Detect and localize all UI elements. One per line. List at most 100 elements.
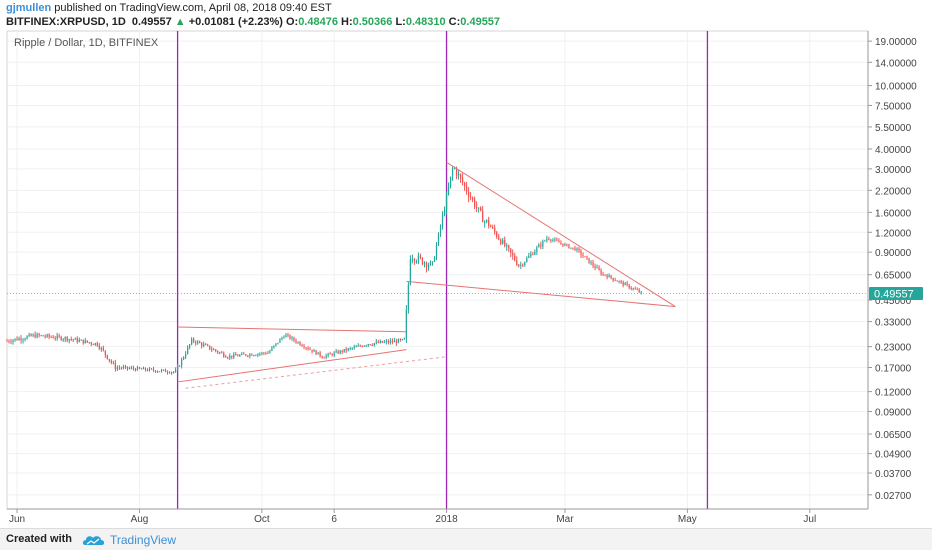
candle-body xyxy=(203,344,205,346)
candle-body xyxy=(463,182,466,186)
publish-info: published on TradingView.com, April 08, … xyxy=(54,2,332,14)
candle-body xyxy=(506,245,508,247)
candle-body xyxy=(383,341,385,343)
candle-body xyxy=(219,352,221,354)
candle-body xyxy=(427,265,430,267)
last-price-tag-bg xyxy=(869,286,923,300)
candle-body xyxy=(333,352,335,356)
candle-body xyxy=(225,356,227,358)
candle-body xyxy=(496,232,498,237)
candle-body xyxy=(30,334,32,337)
candle-body xyxy=(22,339,24,341)
y-tick-label: 0.45000 xyxy=(875,296,912,307)
candle-body xyxy=(166,372,169,374)
candle-body xyxy=(459,174,462,178)
candle-body xyxy=(146,369,149,371)
trendline xyxy=(406,280,676,308)
candle-body xyxy=(18,338,20,341)
candle-body xyxy=(413,259,416,262)
y-tick-label: 10.00000 xyxy=(875,82,917,93)
candle-body xyxy=(88,342,90,344)
candle-body xyxy=(467,191,470,197)
candle-body xyxy=(437,233,440,246)
candle-body xyxy=(231,355,233,358)
candle-body xyxy=(403,338,406,340)
candle-body xyxy=(371,344,373,346)
trendlines xyxy=(177,161,676,389)
last-price-tag: 0.49557 xyxy=(869,286,923,300)
candle-body xyxy=(78,340,80,342)
candle-body xyxy=(628,284,630,289)
candle-body xyxy=(584,256,586,258)
candle-body xyxy=(247,355,249,357)
plot-area[interactable] xyxy=(6,30,869,510)
candle-body xyxy=(46,334,48,337)
candle-body xyxy=(243,353,245,355)
candle-body xyxy=(182,357,185,360)
candle-body xyxy=(429,261,432,266)
author-link[interactable]: gjmullen xyxy=(6,2,52,14)
candle-body xyxy=(510,248,512,253)
candle-body xyxy=(616,280,618,282)
y-tick-label: 19.00000 xyxy=(875,37,917,48)
candle-body xyxy=(106,354,108,359)
candle-body xyxy=(337,351,339,354)
candle-body xyxy=(415,261,418,263)
candle-body xyxy=(379,341,381,343)
candle-body xyxy=(381,341,383,343)
candle-body xyxy=(622,281,624,286)
y-tick-label: 2.20000 xyxy=(875,186,912,197)
candle-body xyxy=(580,250,582,256)
low-label: L: xyxy=(395,16,406,28)
candle-body xyxy=(534,251,536,255)
candle-body xyxy=(130,367,133,369)
footer-bar: Created with TradingView xyxy=(0,528,932,550)
candle-body xyxy=(257,353,259,356)
candle-body xyxy=(542,240,544,247)
candle-body xyxy=(58,335,60,337)
candle-body xyxy=(484,221,486,223)
candle-body xyxy=(251,354,253,356)
candle-body xyxy=(319,352,321,357)
candle-body xyxy=(423,262,426,265)
last-price-tag-text: 0.49557 xyxy=(874,288,914,300)
candle-body xyxy=(387,341,389,343)
candle-body xyxy=(299,342,301,345)
candle-body xyxy=(285,334,287,338)
candle-body xyxy=(26,336,28,339)
candle-body xyxy=(150,368,153,370)
candle-body xyxy=(92,344,94,346)
up-triangle-icon: ▲ xyxy=(174,16,186,28)
candle-body xyxy=(6,340,8,342)
candle-body xyxy=(323,357,325,359)
candle-body xyxy=(289,335,291,339)
candle-body xyxy=(480,207,482,211)
candle-body xyxy=(44,336,46,338)
time-axis: Jun Aug Oct 6 2018 Mar May Jul xyxy=(9,509,816,525)
candle-body xyxy=(176,365,179,371)
candle-body xyxy=(447,186,450,195)
chart-title: Ripple / Dollar, 1D, BITFINEX xyxy=(14,37,159,49)
candle-body xyxy=(401,339,403,341)
candle-body xyxy=(76,338,78,342)
candle-body xyxy=(144,367,147,370)
candle-body xyxy=(315,350,317,355)
candle-body xyxy=(377,341,379,343)
candle-body xyxy=(207,344,209,346)
candle-body xyxy=(604,274,606,276)
candle-body xyxy=(395,340,397,344)
candle-body xyxy=(566,244,568,246)
candle-body xyxy=(578,248,580,251)
candle-body xyxy=(201,343,203,346)
candle-body xyxy=(191,338,193,345)
candle-body xyxy=(554,239,556,241)
price-chart[interactable]: Ripple / Dollar, 1D, BITFINEX 19.00000 14… xyxy=(0,0,932,528)
candle-body xyxy=(431,261,434,263)
candle-body xyxy=(472,197,474,200)
candle-body xyxy=(508,245,510,249)
candle-body xyxy=(148,368,151,371)
candle-body xyxy=(560,242,562,244)
trendline xyxy=(446,161,676,308)
candle-body xyxy=(435,245,438,259)
candle-body xyxy=(195,341,197,344)
